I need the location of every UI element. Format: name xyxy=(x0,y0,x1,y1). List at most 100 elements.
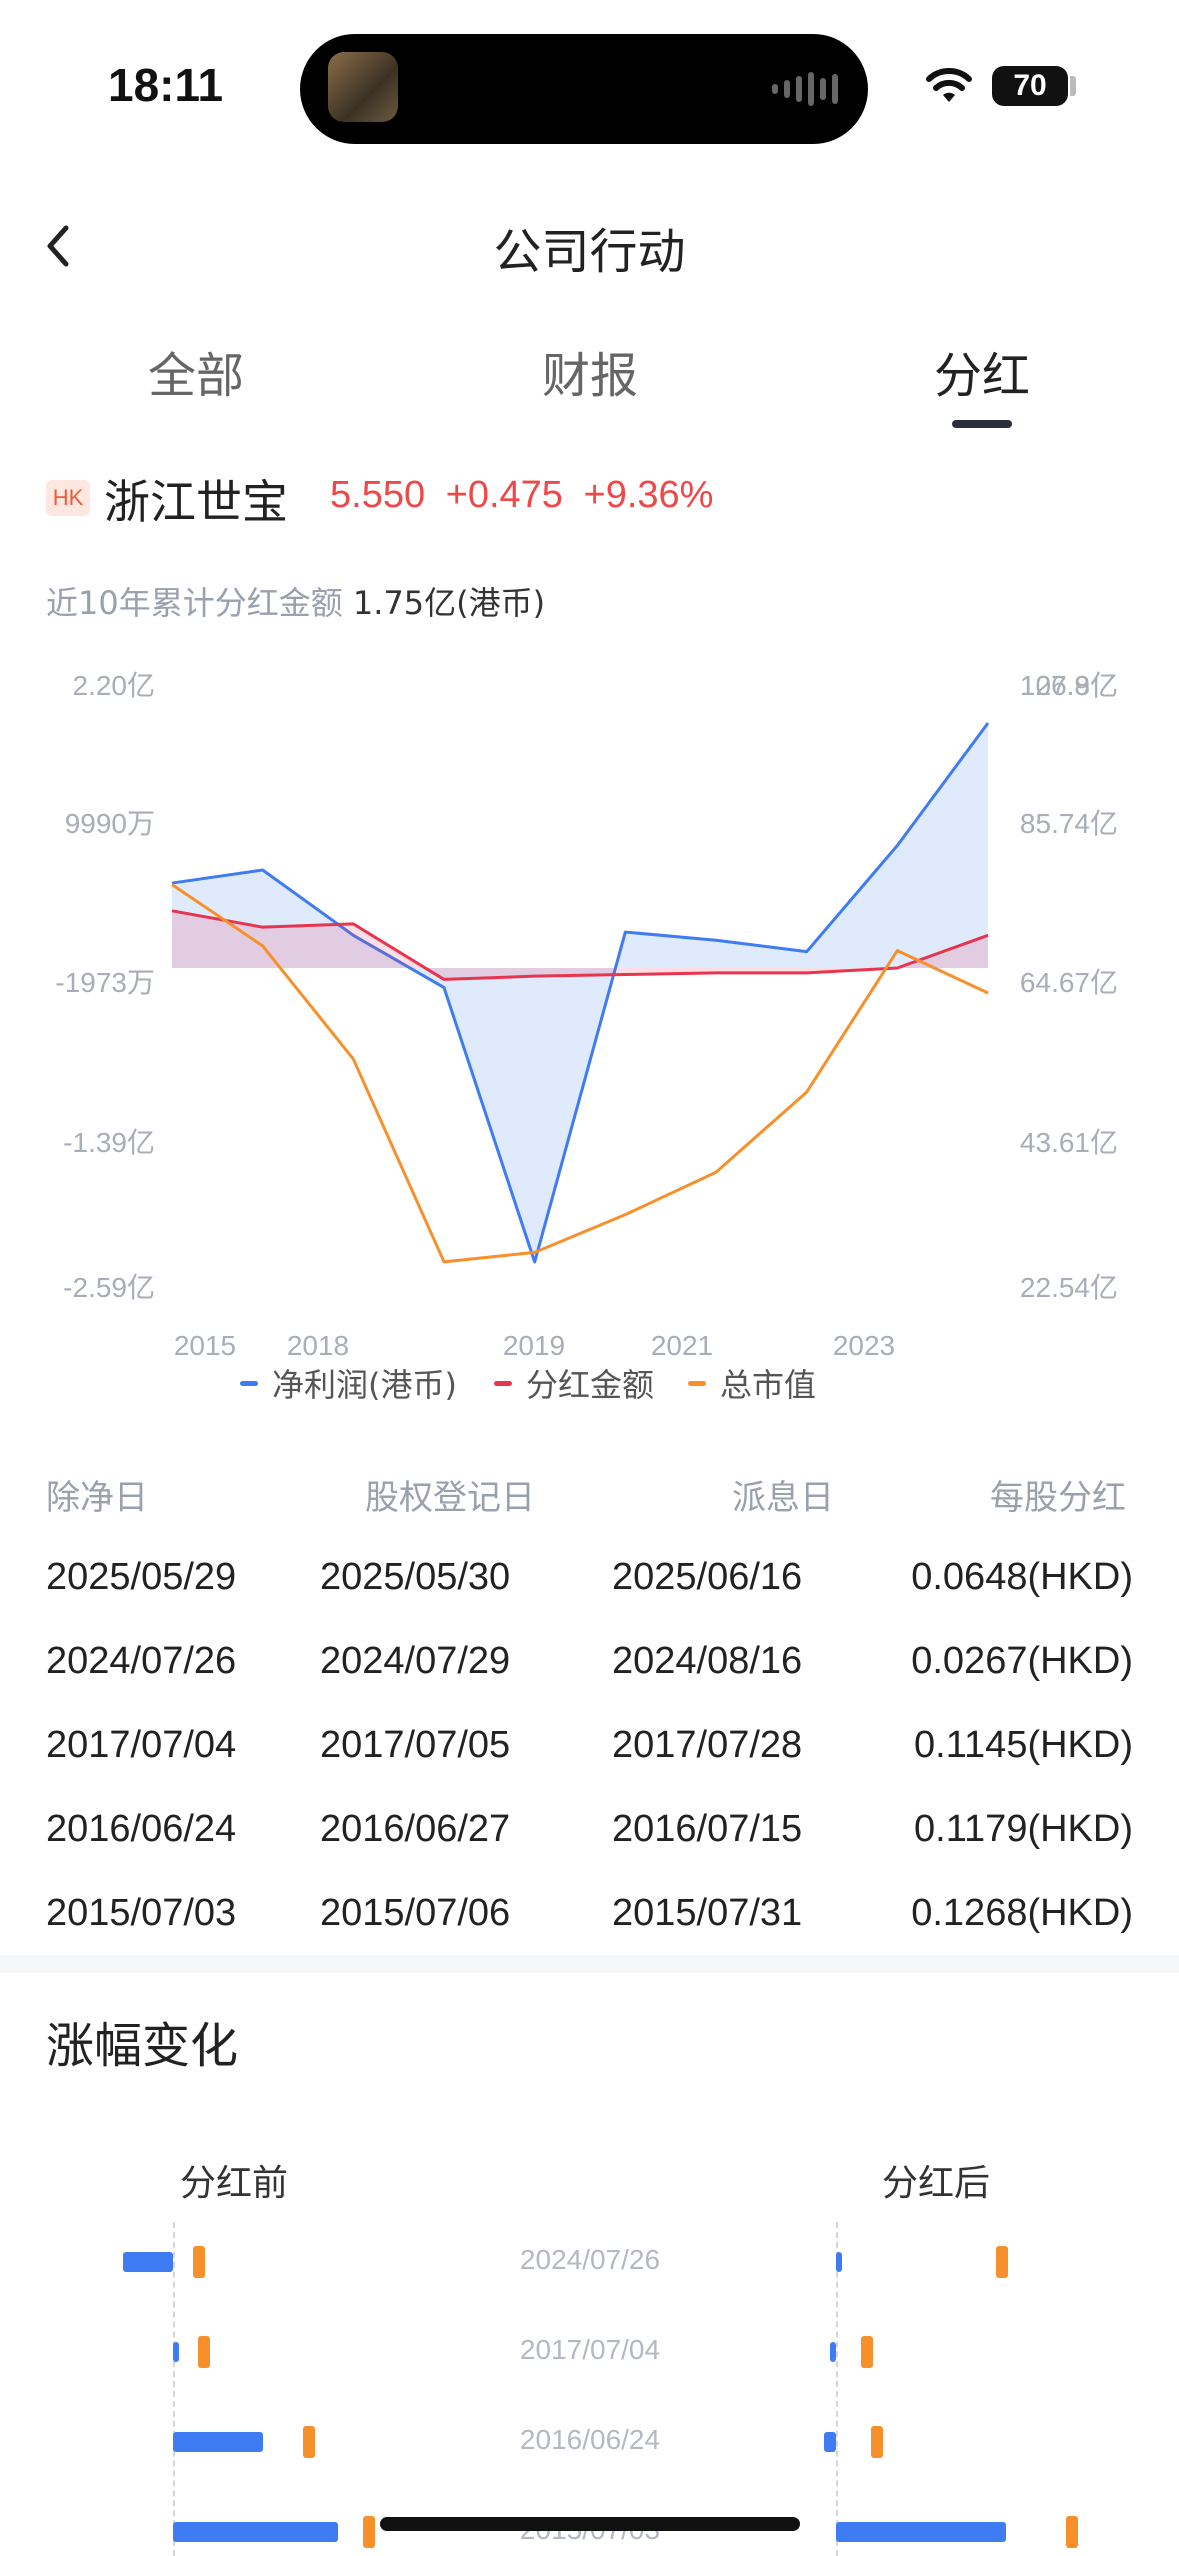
stock-quote: 5.550 +0.475 +9.36% xyxy=(330,474,713,517)
col-header-pay-date: 派息日 xyxy=(732,1478,834,1518)
after-change-marker xyxy=(1066,2516,1078,2548)
before-change-bar xyxy=(173,2522,338,2542)
before-label: 分红前 xyxy=(180,2163,289,2204)
tab-dividend[interactable]: 分红 xyxy=(933,348,1030,404)
summary-value: 1.75亿(港币) xyxy=(352,584,546,622)
page-title: 公司行动 xyxy=(493,224,686,280)
dps-cell: 0.1145(HKD) xyxy=(914,1724,1133,1766)
pay-date-cell: 2016/07/15 xyxy=(612,1808,803,1850)
x-tick-label: 2021 xyxy=(651,1330,713,1361)
legend-swatch xyxy=(688,1380,706,1386)
y-right-tick-label: 64.67亿 xyxy=(1020,967,1118,998)
x-tick-label: 2015 xyxy=(174,1330,236,1361)
section-title: 涨幅变化 xyxy=(46,2018,239,2074)
before-change-marker xyxy=(363,2516,375,2548)
market-badge: HK xyxy=(46,480,90,516)
record-date-cell: 2017/07/05 xyxy=(320,1724,511,1766)
y-right-tick-label: 85.74亿 xyxy=(1020,808,1118,839)
legend-dividend: 分红金额 xyxy=(494,1360,654,1406)
change-row-date: 2016/06/24 xyxy=(519,2424,661,2455)
after-change-bar xyxy=(836,2252,842,2272)
tab-earnings[interactable]: 财报 xyxy=(541,348,638,404)
battery-icon: 70 xyxy=(992,66,1068,106)
col-header-dps: 每股分红 xyxy=(990,1478,1126,1518)
y-right-tick-label: 106.8亿 xyxy=(1020,670,1118,701)
series-line xyxy=(171,909,989,981)
legend-label: 净利润(港币) xyxy=(272,1366,457,1404)
stock-change-pct: +9.36% xyxy=(583,474,714,516)
record-date-cell: 2024/07/29 xyxy=(320,1640,511,1682)
record-date-cell: 2015/07/06 xyxy=(320,1892,511,1934)
series-area xyxy=(172,910,988,980)
after-change-bar xyxy=(830,2342,836,2362)
legend-label: 分红金额 xyxy=(526,1366,655,1404)
stock-name[interactable]: 浙江世宝 xyxy=(104,475,288,529)
before-axis xyxy=(173,2222,175,2556)
battery-level: 70 xyxy=(1013,69,1047,102)
legend-swatch xyxy=(494,1380,512,1386)
after-axis xyxy=(836,2222,838,2556)
y-right-tick-label-overlap: 127.9亿 xyxy=(1020,670,1118,701)
after-change-marker xyxy=(871,2426,883,2458)
status-time: 18:11 xyxy=(108,59,224,111)
after-change-bar xyxy=(836,2522,1006,2542)
summary-label: 近10年累计分红金额 xyxy=(46,584,343,622)
change-row-date: 2017/07/04 xyxy=(519,2334,661,2365)
ex-date-cell: 2024/07/26 xyxy=(46,1640,237,1682)
before-change-bar xyxy=(173,2432,263,2452)
tab-all[interactable]: 全部 xyxy=(147,348,244,404)
y-right-tick-label: 22.54亿 xyxy=(1020,1272,1118,1303)
active-tab-indicator xyxy=(952,420,1012,428)
after-label: 分红后 xyxy=(882,2163,991,2204)
record-date-cell: 2016/06/27 xyxy=(320,1808,511,1850)
ex-date-cell: 2015/07/03 xyxy=(46,1892,237,1934)
pay-date-cell: 2017/07/28 xyxy=(612,1724,803,1766)
ex-date-cell: 2016/06/24 xyxy=(46,1808,237,1850)
x-tick-label: 2019 xyxy=(503,1330,565,1361)
y-right-tick-label: 43.61亿 xyxy=(1020,1127,1118,1158)
ex-date-cell: 2025/05/29 xyxy=(46,1556,237,1598)
battery-cap xyxy=(1070,76,1076,96)
app-icon xyxy=(328,52,398,122)
dps-cell: 0.0267(HKD) xyxy=(911,1640,1133,1682)
ex-date-cell: 2017/07/04 xyxy=(46,1724,237,1766)
dps-cell: 0.1179(HKD) xyxy=(914,1808,1133,1850)
before-change-bar xyxy=(123,2252,173,2272)
section-divider xyxy=(0,1955,1179,1973)
pay-date-cell: 2015/07/31 xyxy=(612,1892,803,1934)
y-left-tick-label: -2.59亿 xyxy=(63,1272,155,1303)
dividend-summary: 近10年累计分红金额 1.75亿(港币) xyxy=(46,578,545,624)
series-line xyxy=(171,722,990,1264)
home-indicator[interactable] xyxy=(380,2517,800,2531)
col-header-record-date: 股权登记日 xyxy=(365,1478,535,1518)
dps-cell: 0.1268(HKD) xyxy=(911,1892,1133,1934)
dynamic-island xyxy=(300,34,868,144)
pay-date-cell: 2024/08/16 xyxy=(612,1640,803,1682)
y-left-tick-label: -1.39亿 xyxy=(63,1127,155,1158)
wifi-icon xyxy=(926,68,972,102)
legend-net-profit: 净利润(港币) xyxy=(240,1360,457,1406)
x-tick-label: 2018 xyxy=(287,1330,349,1361)
dividend-chart[interactable]: 2.20亿 9990万 -1973万 -1.39亿 -2.59亿 127.9亿106.8亿… xyxy=(0,660,1179,1410)
y-left-tick-label: 2.20亿 xyxy=(73,670,156,701)
chevron-left-icon[interactable] xyxy=(38,218,78,274)
stock-change: +0.475 xyxy=(445,474,563,516)
before-change-bar xyxy=(173,2342,179,2362)
y-left-tick-label: -1973万 xyxy=(55,967,155,998)
change-row-date: 2024/07/26 xyxy=(519,2244,661,2275)
dps-cell: 0.0648(HKD) xyxy=(911,1556,1133,1598)
y-left-tick-label: 9990万 xyxy=(65,808,155,839)
legend-swatch xyxy=(240,1380,258,1386)
before-change-marker xyxy=(198,2336,210,2368)
legend-market-cap: 总市值 xyxy=(688,1360,816,1406)
series-area xyxy=(172,723,988,1262)
record-date-cell: 2025/05/30 xyxy=(320,1556,511,1598)
after-change-marker xyxy=(861,2336,873,2368)
legend-label: 总市值 xyxy=(720,1366,817,1404)
before-change-marker xyxy=(193,2246,205,2278)
stock-price: 5.550 xyxy=(330,474,426,516)
audio-wave-icon xyxy=(772,70,838,108)
series-line xyxy=(171,883,989,1264)
col-header-ex-date: 除净日 xyxy=(46,1478,148,1518)
x-tick-label: 2023 xyxy=(833,1330,895,1361)
